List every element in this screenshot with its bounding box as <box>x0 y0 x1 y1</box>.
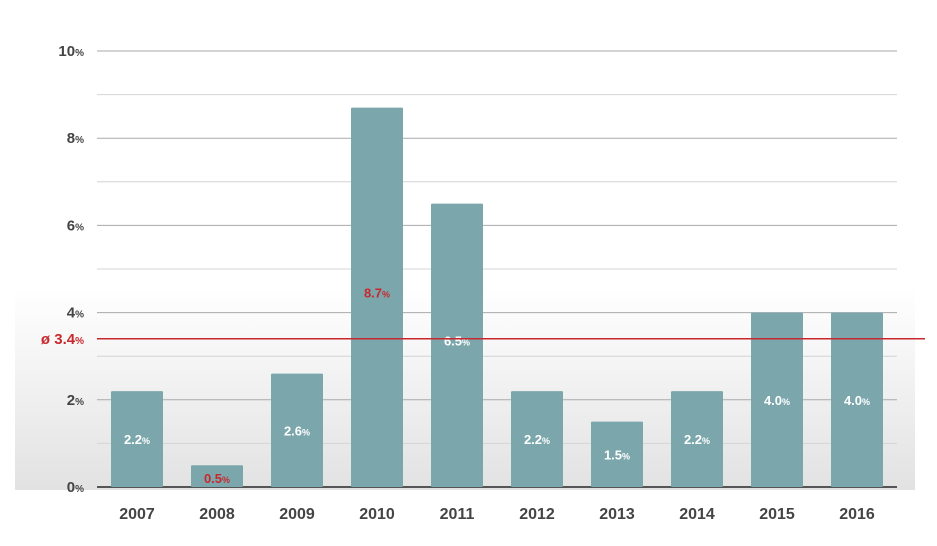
x-tick-label: 2010 <box>359 506 395 523</box>
bar-2014 <box>671 391 723 487</box>
data-label: 4.0% <box>764 393 790 408</box>
x-tick-label: 2012 <box>519 506 555 523</box>
data-label: 6.5% <box>444 333 470 348</box>
bar-2012 <box>511 391 563 487</box>
data-label: 2.2% <box>124 432 150 447</box>
data-label: 4.0% <box>844 393 870 408</box>
x-tick-label: 2013 <box>599 506 635 523</box>
y-tick-label: 2% <box>67 392 84 409</box>
bar-2015 <box>751 312 803 487</box>
data-label: 2.2% <box>524 432 550 447</box>
average-label: ø 3.4% <box>41 331 84 348</box>
y-tick-label: 6% <box>67 217 84 234</box>
bar-2007 <box>111 391 163 487</box>
x-tick-label: 2007 <box>119 506 155 523</box>
data-label: 8.7% <box>364 285 390 300</box>
x-tick-label: 2016 <box>839 506 875 523</box>
bar-2013 <box>591 421 643 487</box>
bar-2011 <box>431 203 483 487</box>
bar-2010 <box>351 107 403 488</box>
data-label: 1.5% <box>604 447 630 462</box>
x-tick-label: 2014 <box>679 506 715 523</box>
data-label: 2.6% <box>284 423 310 438</box>
x-tick-label: 2009 <box>279 506 315 523</box>
y-tick-label: 10% <box>58 43 84 60</box>
x-tick-label: 2011 <box>440 506 475 523</box>
y-tick-label: 4% <box>67 305 84 322</box>
bar-2009 <box>271 373 323 487</box>
x-tick-label: 2008 <box>199 506 235 523</box>
y-tick-label: 0% <box>67 479 84 496</box>
y-tick-label: 8% <box>67 130 84 147</box>
bar-2008 <box>191 465 243 487</box>
x-tick-label: 2015 <box>759 506 795 523</box>
bar-2016 <box>831 312 883 487</box>
data-label: 2.2% <box>684 432 710 447</box>
data-label: 0.5% <box>204 471 230 486</box>
